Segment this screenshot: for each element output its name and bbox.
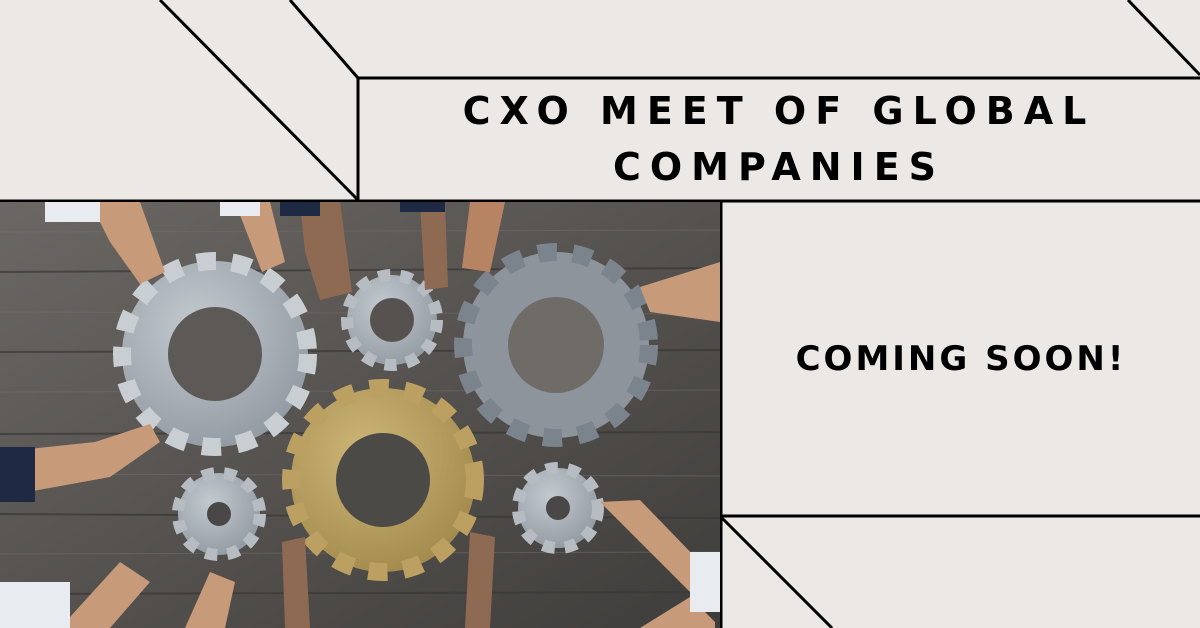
gear-small-steel-top [341,269,443,371]
gears-teamwork-photo [0,202,720,628]
coming-soon-panel: COMING SOON! [722,202,1200,516]
photo-illustration [0,202,720,628]
diagonal-line-right [1126,0,1200,77]
gear-small-steel-right [512,462,604,554]
headline: CXO MEET OF GLOBAL COMPANIES [462,89,1096,189]
gear-large-gold [282,379,484,581]
gear-large-steel [113,252,317,456]
hands [0,202,720,628]
gear-small-steel-left [172,467,266,561]
shirt-cuffs [0,202,720,628]
suit-sleeves [0,202,445,502]
title-panel: CXO MEET OF GLOBAL COMPANIES [358,78,1200,200]
gear-large-dark-steel [454,243,658,447]
diagonal-line-bottom [720,516,834,628]
diagonal-line-top [288,0,360,79]
diagonal-line-left [158,0,360,202]
coming-soon-text: COMING SOON! [795,339,1127,379]
